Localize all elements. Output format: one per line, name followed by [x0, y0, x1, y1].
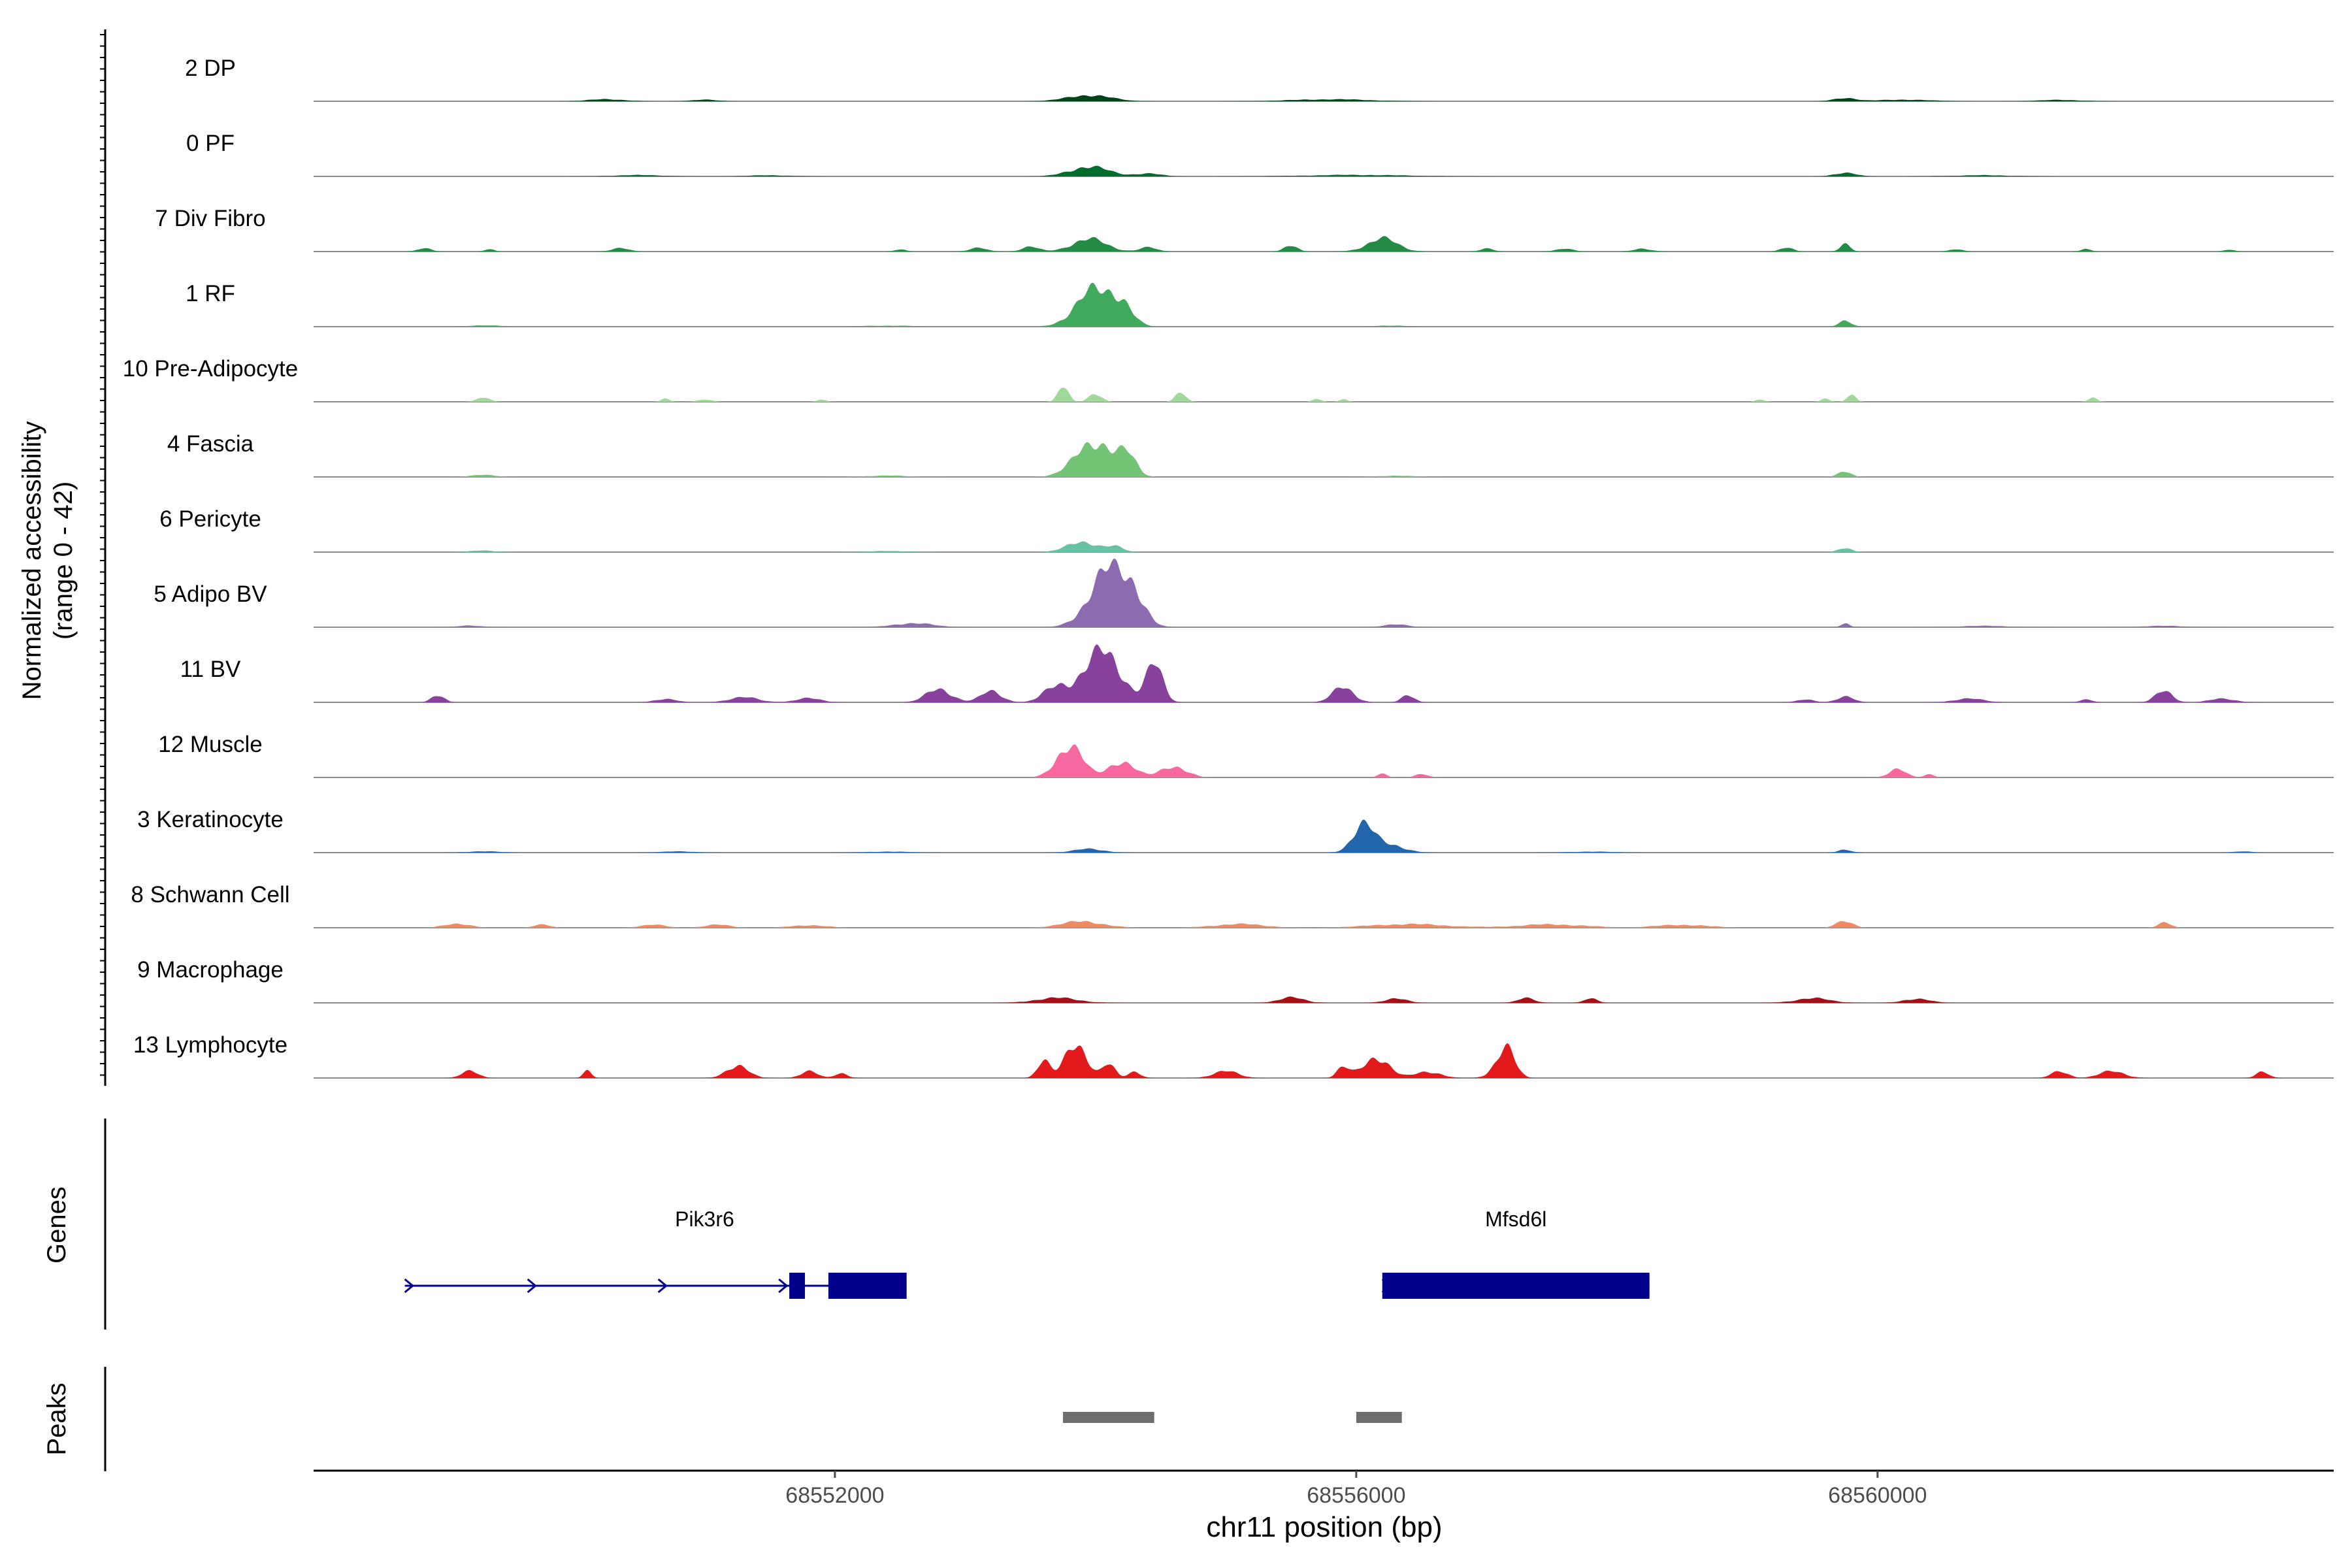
- x-axis-label: chr11 position (bp): [1206, 1511, 1442, 1543]
- coverage-y-axis-label-line1: Normalized accessibility: [18, 421, 46, 700]
- track-2-dp: 2 DP: [185, 56, 2334, 102]
- peak-region: [1063, 1412, 1154, 1423]
- gene-pik3r6: Pik3r6: [404, 1207, 907, 1299]
- track-10-pre-adipocyte: 10 Pre-Adipocyte: [123, 356, 2334, 402]
- track-label-13-lymphocyte: 13 Lymphocyte: [133, 1032, 287, 1058]
- gene-models: Pik3r6 Mfsd6l: [404, 1207, 1650, 1299]
- x-tick-label: 68552000: [785, 1483, 884, 1508]
- track-13-lymphocyte: 13 Lymphocyte: [133, 1032, 2334, 1079]
- genes-panel-label: Genes: [42, 1186, 71, 1264]
- gene-mfsd6l: Mfsd6l: [1381, 1207, 1650, 1299]
- coverage-area-7-div-fibro: [314, 236, 2334, 252]
- x-tick-label: 68556000: [1307, 1483, 1405, 1508]
- track-7-div-fibro: 7 Div Fibro: [155, 206, 2334, 252]
- gene-exon: [1382, 1273, 1650, 1299]
- track-8-schwann-cell: 8 Schwann Cell: [131, 882, 2334, 928]
- track-5-adipo-bv: 5 Adipo BV: [154, 559, 2334, 628]
- gene-exon: [828, 1273, 907, 1299]
- coverage-area-8-schwann-cell: [314, 921, 2334, 928]
- coverage-area-2-dp: [314, 95, 2334, 101]
- coverage-area-6-pericyte: [314, 541, 2334, 552]
- track-0-pf: 0 PF: [186, 131, 2334, 177]
- coverage-area-9-macrophage: [314, 996, 2334, 1003]
- x-tick-label: 68560000: [1828, 1483, 1927, 1508]
- peak-region: [1356, 1412, 1402, 1423]
- coverage-area-0-pf: [314, 165, 2334, 176]
- track-12-muscle: 12 Muscle: [158, 732, 2334, 778]
- track-11-bv: 11 BV: [180, 644, 2334, 703]
- gene-name-label: Mfsd6l: [1485, 1207, 1546, 1231]
- track-label-7-div-fibro: 7 Div Fibro: [155, 206, 265, 231]
- coverage-area-12-muscle: [314, 744, 2334, 777]
- strand-arrow-icon: [1381, 1278, 1392, 1294]
- coverage-y-axis: [100, 29, 106, 1086]
- strand-arrow-icon: [778, 1278, 789, 1294]
- coverage-y-axis-label: Normalized accessibility (range 0 - 42): [18, 421, 78, 700]
- coverage-area-3-keratinocyte: [314, 819, 2334, 853]
- peak-regions: [1063, 1412, 1402, 1423]
- track-label-6-pericyte: 6 Pericyte: [159, 506, 261, 532]
- coverage-area-10-pre-adipocyte: [314, 387, 2334, 402]
- gene-name-label: Pik3r6: [675, 1207, 734, 1231]
- coverage-y-axis-label-line2: (range 0 - 42): [49, 482, 78, 640]
- coverage-area-5-adipo-bv: [314, 559, 2334, 627]
- track-label-4-fascia: 4 Fascia: [167, 431, 254, 457]
- track-1-rf: 1 RF: [186, 281, 2334, 327]
- track-label-5-adipo-bv: 5 Adipo BV: [154, 581, 267, 607]
- track-label-2-dp: 2 DP: [185, 56, 236, 81]
- coverage-tracks: 2 DP 0 PF 7 Div Fibro 1 RF 10 Pre-Adipocyte 4…: [123, 56, 2334, 1079]
- gene-exon: [789, 1273, 806, 1299]
- track-label-12-muscle: 12 Muscle: [158, 732, 263, 757]
- track-6-pericyte: 6 Pericyte: [159, 506, 2334, 553]
- coverage-area-1-rf: [314, 282, 2334, 327]
- track-label-0-pf: 0 PF: [186, 131, 235, 156]
- track-3-keratinocyte: 3 Keratinocyte: [137, 807, 2334, 853]
- strand-arrow-icon: [404, 1278, 414, 1294]
- strand-arrow-icon: [657, 1278, 668, 1294]
- coverage-area-11-bv: [314, 644, 2334, 702]
- track-9-macrophage: 9 Macrophage: [137, 957, 2334, 1004]
- x-axis-ticks: 68552000 68556000 68560000: [785, 1471, 1927, 1508]
- track-label-1-rf: 1 RF: [186, 281, 235, 306]
- track-4-fascia: 4 Fascia: [167, 431, 2334, 478]
- track-label-9-macrophage: 9 Macrophage: [137, 957, 284, 983]
- track-label-8-schwann-cell: 8 Schwann Cell: [131, 882, 289, 907]
- track-label-10-pre-adipocyte: 10 Pre-Adipocyte: [123, 356, 298, 382]
- track-label-3-keratinocyte: 3 Keratinocyte: [137, 807, 284, 832]
- coverage-area-13-lymphocyte: [314, 1043, 2334, 1078]
- coverage-area-4-fascia: [314, 442, 2334, 477]
- track-label-11-bv: 11 BV: [180, 657, 241, 682]
- peaks-panel-label: Peaks: [42, 1382, 71, 1455]
- strand-arrow-icon: [527, 1278, 537, 1294]
